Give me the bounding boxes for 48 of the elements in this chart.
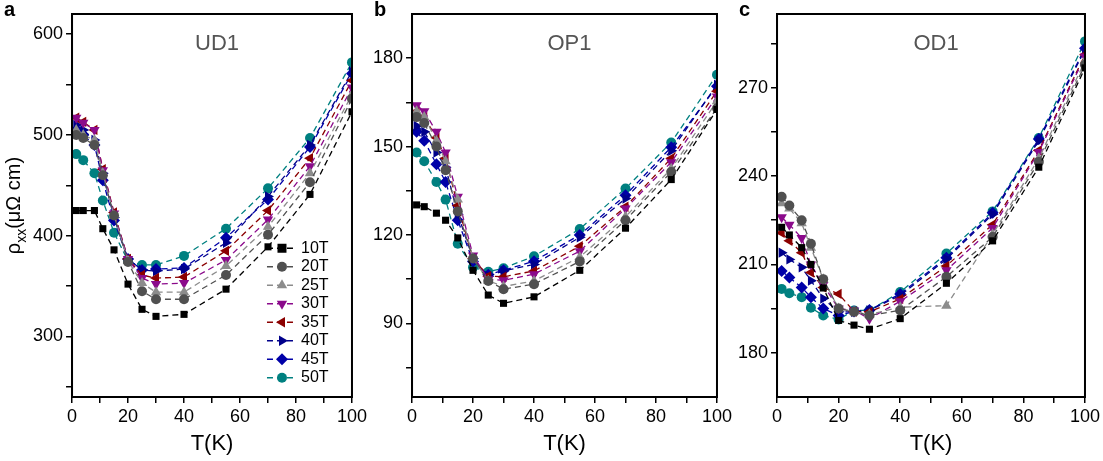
x-tick-label: 100 [1069, 405, 1101, 426]
x-tick-label: 80 [285, 405, 307, 426]
chart-title: c [739, 0, 751, 20]
x-axis-title: T(K) [909, 429, 953, 455]
annotation: OP1 [547, 30, 592, 55]
chart-title: a [4, 0, 16, 20]
x-tick-label: 40 [174, 405, 195, 426]
y-tick-label: 270 [737, 76, 769, 97]
legend-label: 25T [300, 275, 329, 293]
y-tick-label: 180 [737, 341, 769, 362]
legend-label: 35T [300, 312, 329, 330]
annotation: UD1 [195, 30, 240, 55]
legend-label: 30T [300, 294, 329, 312]
legend-label: 40T [300, 331, 329, 349]
chart-title: b [374, 0, 387, 20]
x-tick-label: 0 [772, 405, 783, 426]
y-tick-label: 240 [737, 165, 769, 186]
x-tick-label: 20 [463, 405, 484, 426]
legend-label: 50T [300, 368, 329, 386]
y-tick-label: 210 [737, 253, 769, 274]
legend-label: 20T [300, 257, 329, 275]
x-tick-label: 80 [1013, 405, 1034, 426]
x-tick-label: 0 [407, 405, 418, 426]
x-axis-title: T(K) [543, 429, 586, 455]
x-tick-label: 40 [890, 405, 911, 426]
x-tick-label: 80 [645, 405, 667, 426]
legend-label: 10T [300, 238, 329, 256]
y-tick-label: 600 [32, 23, 64, 44]
x-tick-label: 60 [584, 405, 606, 426]
x-tick-label: 20 [118, 405, 139, 426]
y-tick-label: 150 [372, 135, 404, 156]
x-tick-label: 60 [229, 405, 251, 426]
y-tick-label: 500 [32, 123, 64, 144]
x-tick-label: 40 [524, 405, 545, 426]
y-tick-label: 120 [372, 223, 404, 244]
x-axis-title: T(K) [190, 429, 234, 455]
y-tick-label: 300 [32, 325, 64, 346]
annotation: OD1 [913, 30, 959, 55]
y-tick-label: 400 [32, 224, 64, 245]
x-tick-label: 60 [951, 405, 972, 426]
y-tick-label: 180 [372, 47, 404, 68]
y-tick-label: 90 [383, 312, 404, 333]
x-tick-label: 0 [67, 405, 78, 426]
x-tick-label: 20 [828, 405, 849, 426]
legend-label: 45T [300, 349, 329, 367]
y-axis-title: ρxx(μΩ cm) [2, 156, 29, 255]
x-tick-label: 100 [701, 405, 733, 426]
x-tick-label: 100 [336, 405, 368, 426]
